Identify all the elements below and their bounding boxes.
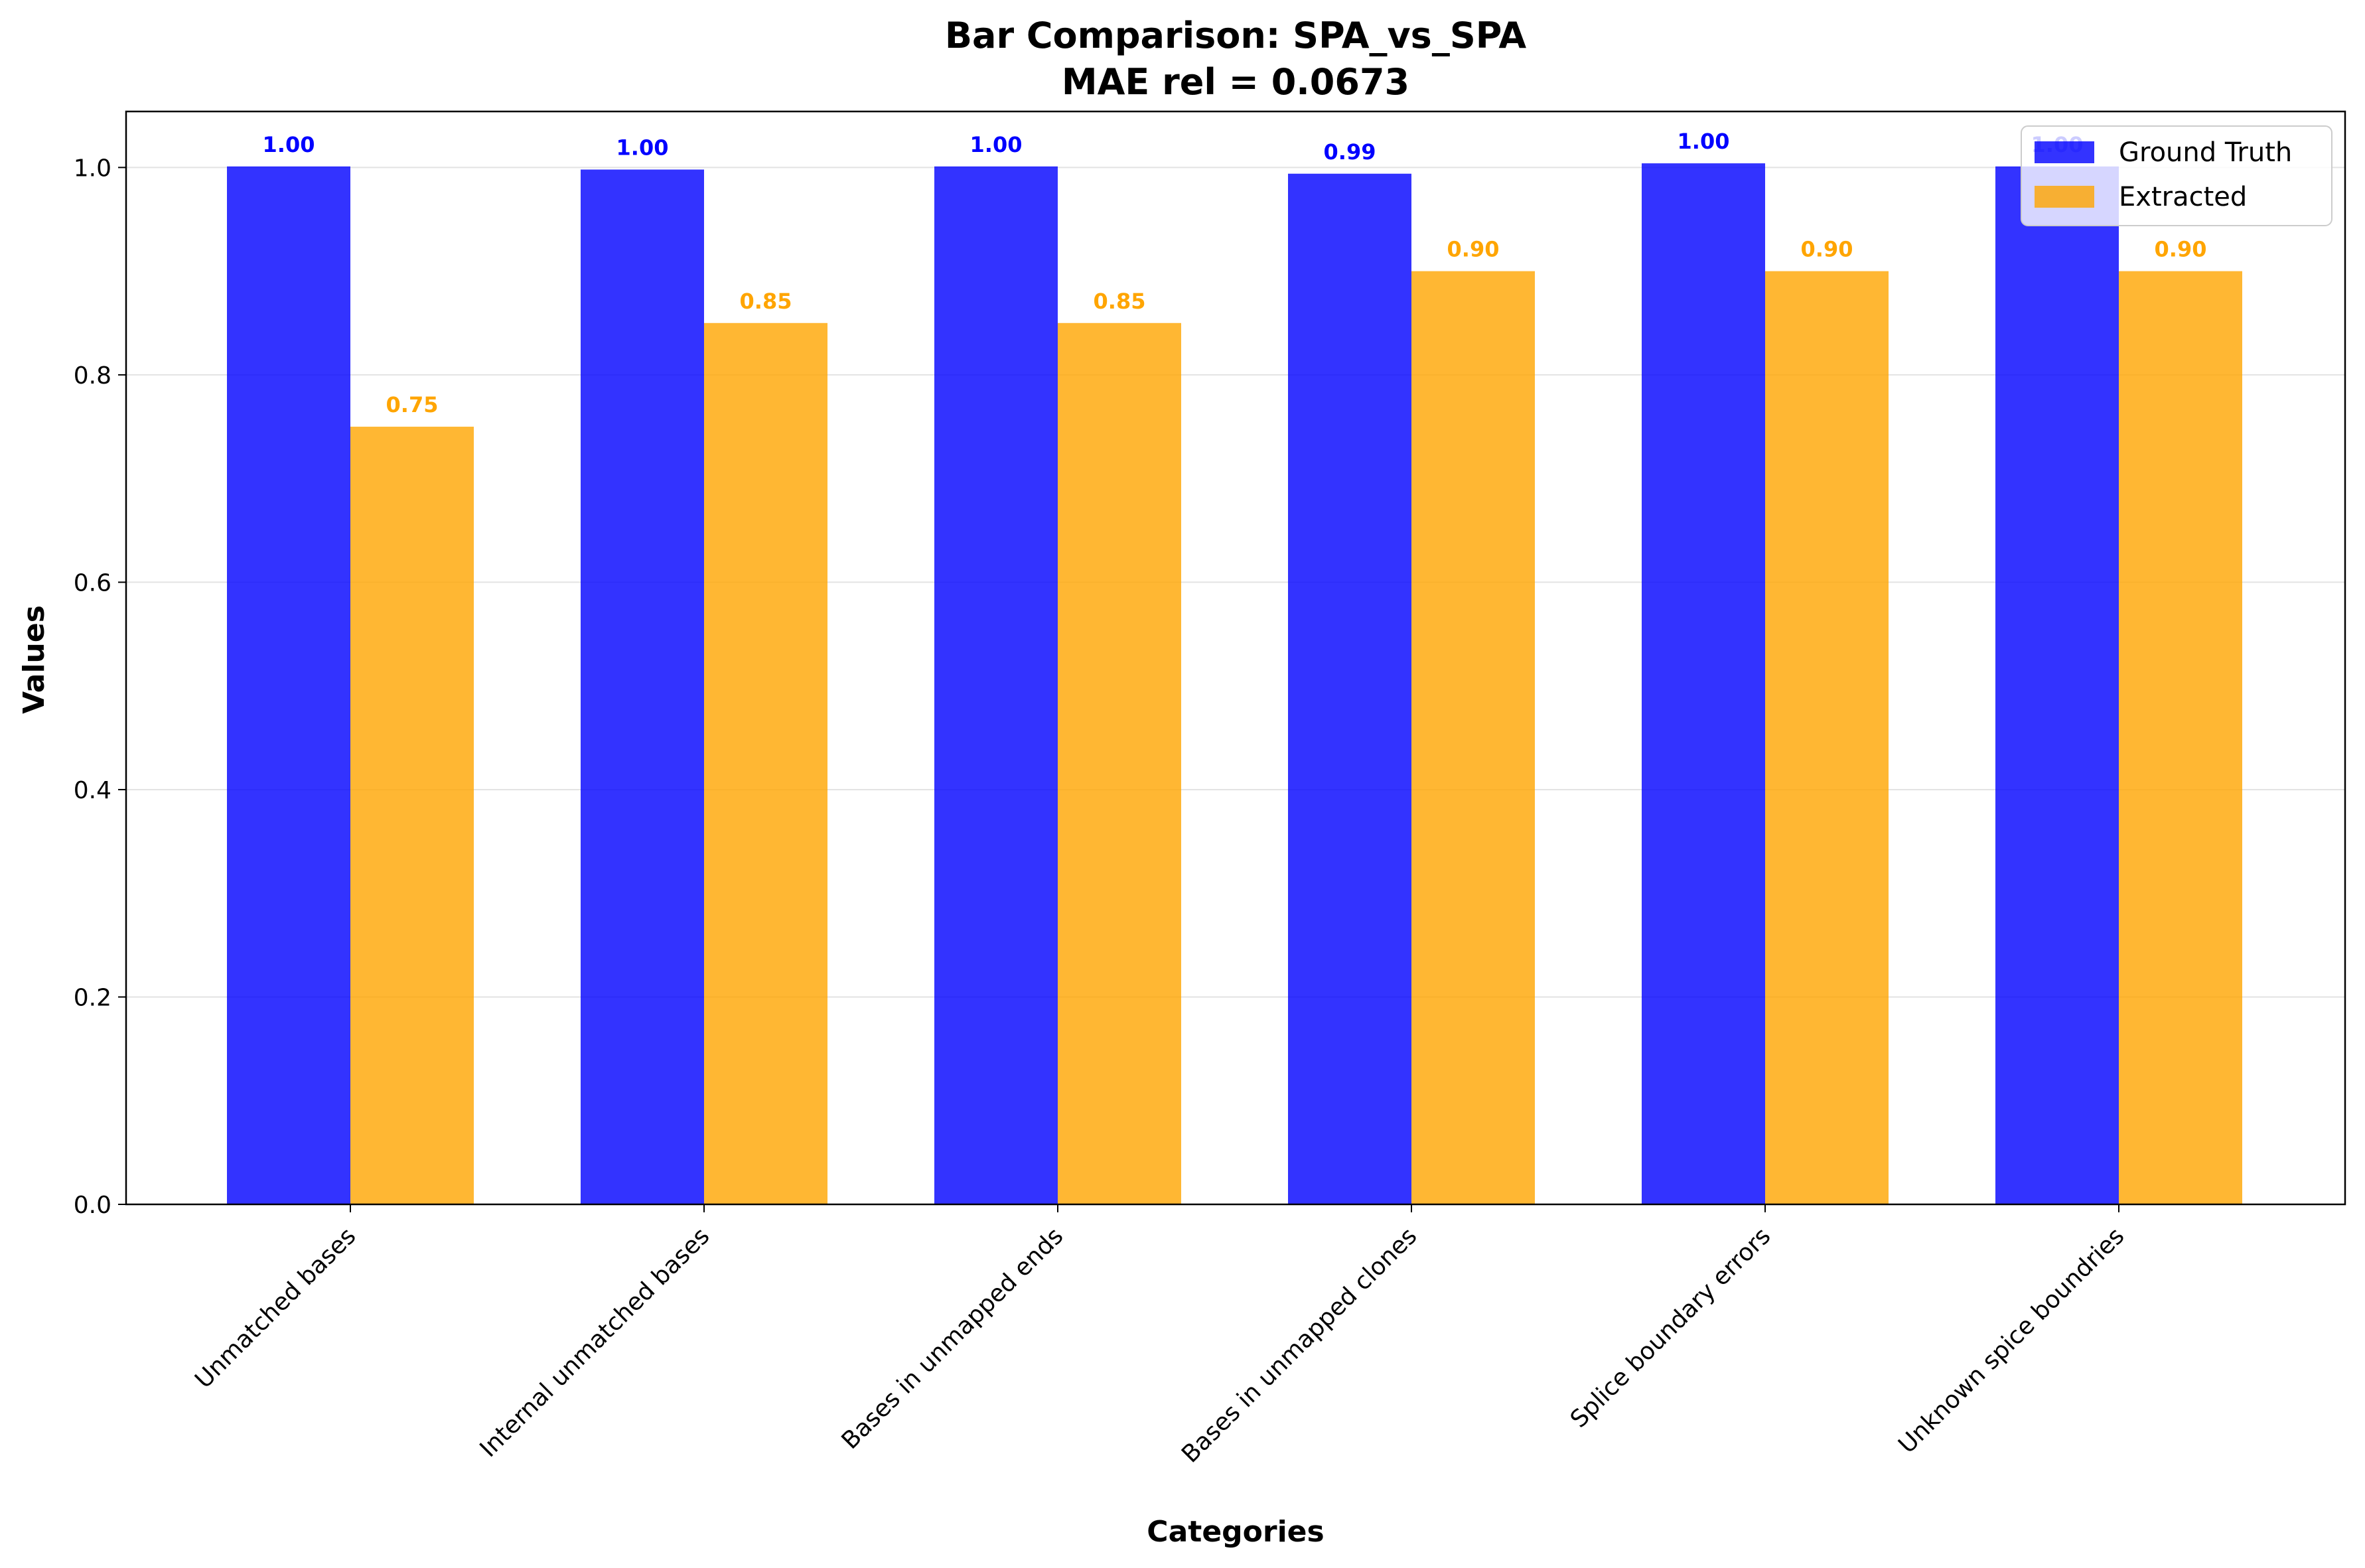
bar-extracted [1058,322,1181,1205]
bar-extracted [2119,271,2242,1204]
bar-ground-truth [1288,173,1411,1205]
bar-extracted [704,322,827,1205]
bar-extracted [1765,271,1889,1204]
y-tick-label: 0.4 [74,777,111,804]
legend-box [2021,125,2332,226]
data-label-ground-truth: 1.00 [263,132,315,157]
bars [227,163,2242,1205]
chart-title: Bar Comparison: SPA_vs_SPA [945,15,1526,56]
legend-label-ground-truth: Ground Truth [2119,137,2292,168]
legend: Ground Truth Extracted [2021,125,2332,226]
bar-ground-truth [581,169,704,1205]
bar-ground-truth [1995,166,2119,1204]
legend-swatch-extracted [2035,186,2094,208]
y-tick-label: 0.2 [74,984,111,1011]
y-tick-label: 0.8 [74,362,111,390]
legend-label-extracted: Extracted [2119,182,2247,212]
data-label-ground-truth: 1.00 [616,135,669,161]
bar-extracted [350,427,474,1204]
data-label-ground-truth: 1.00 [1678,129,1730,154]
y-tick-label: 0.6 [74,569,111,597]
y-tick-label: 1.0 [74,155,111,182]
data-label-extracted: 0.90 [2155,237,2207,262]
data-label-ground-truth: 0.99 [1324,139,1376,165]
x-axis-label: Categories [1147,1515,1324,1549]
bar-ground-truth [1642,163,1765,1204]
data-label-extracted: 0.75 [386,392,439,417]
data-label-extracted: 0.90 [1447,237,1500,262]
chart-subtitle: MAE rel = 0.0673 [1062,61,1409,103]
legend-swatch-ground-truth [2035,141,2094,163]
bar-ground-truth [934,166,1058,1204]
data-label-extracted: 0.85 [1094,289,1146,314]
plot-frame [125,110,2346,1206]
data-label-ground-truth: 1.00 [970,132,1023,157]
data-label-extracted: 0.90 [1801,237,1853,262]
bar-ground-truth [227,166,350,1204]
y-axis-label: Values [17,605,51,714]
y-tick-label: 0.0 [74,1192,111,1219]
data-label-extracted: 0.85 [740,289,792,314]
bar-extracted [1411,271,1535,1204]
